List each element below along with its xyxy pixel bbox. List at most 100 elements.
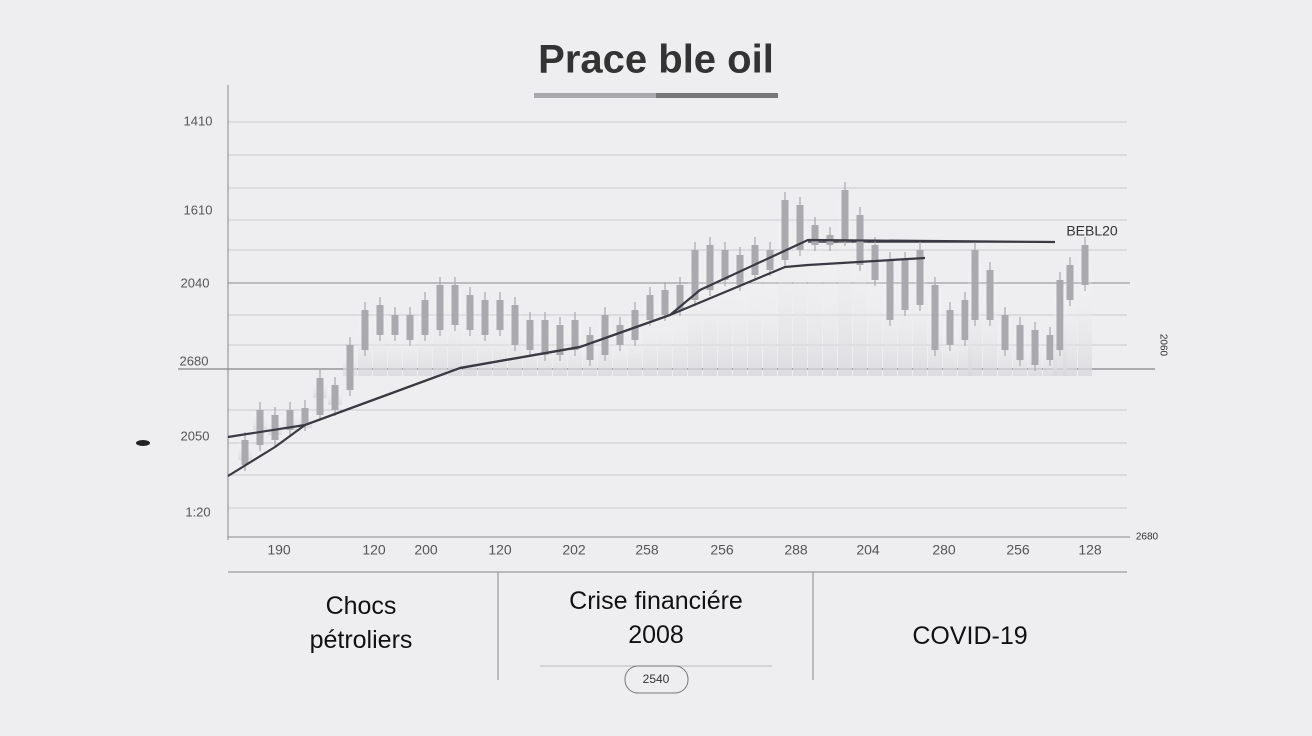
candle-body: [1016, 325, 1024, 360]
candle-body: [811, 225, 819, 245]
candle-body: [451, 285, 459, 325]
candle-body: [1081, 245, 1089, 285]
candle-body: [316, 378, 324, 415]
candle-body: [646, 295, 654, 320]
candle-body: [301, 408, 309, 425]
x-tick-label: 204: [856, 542, 880, 558]
x-tick-label: 190: [267, 542, 291, 558]
x-tick-label: 120: [362, 542, 386, 558]
period-label-line: pétroliers: [310, 626, 413, 654]
candle-body: [496, 300, 504, 330]
candle-body: [346, 345, 354, 390]
candle-body: [706, 245, 714, 290]
candle-body: [421, 300, 429, 335]
x-tick-label: 256: [1006, 542, 1030, 558]
candle-body: [871, 245, 879, 280]
x-tick-label: 202: [562, 542, 586, 558]
candle-body: [961, 300, 969, 340]
candle-body: [781, 200, 789, 260]
candle-body: [586, 335, 594, 360]
candle-shadow: [808, 225, 822, 376]
candle-body: [556, 325, 564, 355]
candle-shadow: [718, 250, 732, 376]
candle-body: [376, 305, 384, 335]
y-tick-label: 2040: [181, 275, 210, 290]
candle-body: [691, 250, 699, 300]
candle-body: [971, 250, 979, 320]
period-label-line: Chocs: [326, 592, 397, 620]
candle-body: [256, 410, 264, 445]
corner-label: 2680: [1136, 532, 1159, 543]
x-tick-label: 200: [414, 542, 438, 558]
candle-body: [466, 295, 474, 330]
candle-body: [511, 305, 519, 345]
candle-body: [571, 320, 579, 350]
title-underline: [534, 93, 656, 98]
candle-body: [841, 190, 849, 240]
candle-body: [481, 300, 489, 335]
x-tick-label: 256: [710, 542, 734, 558]
candle-body: [931, 285, 939, 350]
candle-shadow: [763, 250, 777, 376]
price-line: [227, 238, 1056, 439]
candle-body: [286, 410, 294, 430]
period-label-line: Crise financiére: [569, 587, 743, 615]
candle-body: [1001, 315, 1009, 350]
candle-shadow: [823, 235, 837, 376]
x-tick-label: 120: [488, 542, 512, 558]
badge: [624, 665, 689, 694]
y-axis-labels: 1410 1610 2040 2680 2050 1:20: [180, 113, 213, 519]
candle-body: [1066, 265, 1074, 300]
y-tick-label: 1410: [184, 113, 213, 128]
candle-body: [916, 250, 924, 305]
period-label-line: 2008: [628, 621, 684, 649]
candle-body: [391, 315, 399, 335]
period-label: Crise financiére 2008: [569, 587, 743, 649]
candle-body: [721, 250, 729, 280]
candle-body: [1056, 280, 1064, 350]
candle-body: [946, 310, 954, 345]
period-label: COVID-19: [912, 622, 1027, 650]
candle-body: [901, 260, 909, 310]
candle-body: [676, 285, 684, 310]
y-tick-label: 1:20: [185, 504, 210, 519]
period-label: Chocs pétroliers: [310, 592, 413, 654]
candle-body: [766, 250, 774, 270]
axis-marker: [136, 440, 150, 446]
plot: [227, 182, 1092, 477]
annotation: BEBL20: [1066, 223, 1118, 239]
candle-body: [661, 290, 669, 315]
chart-title: Prace ble oil: [538, 38, 774, 82]
title-underline: [656, 93, 778, 98]
candle-body: [986, 270, 994, 320]
x-tick-label: 280: [932, 542, 956, 558]
candle-body: [241, 440, 249, 465]
x-tick-label: 128: [1078, 542, 1102, 558]
side-label: 2060: [1157, 334, 1168, 357]
candle-body: [631, 310, 639, 340]
candle-body: [406, 315, 414, 340]
candle-body: [526, 320, 534, 350]
candle-body: [1046, 335, 1054, 360]
candle-body: [1031, 330, 1039, 365]
candle-body: [361, 310, 369, 350]
candle-body: [601, 315, 609, 355]
badge-label: 2540: [643, 672, 670, 686]
candle-body: [796, 205, 804, 250]
candle-body: [886, 260, 894, 320]
candle-body: [736, 255, 744, 285]
y-tick-label: 2680: [180, 353, 209, 368]
x-tick-label: 288: [784, 542, 808, 558]
periods: Chocs pétroliers Crise financiére 2008 COVID…: [310, 587, 1028, 654]
candle-body: [331, 385, 339, 410]
period-label-line: COVID-19: [912, 622, 1027, 650]
candle-body: [436, 285, 444, 330]
candle-body: [616, 325, 624, 345]
candle-body: [271, 415, 279, 440]
y-tick-label: 1610: [184, 202, 213, 217]
candle-body: [541, 320, 549, 355]
candle-body: [751, 245, 759, 275]
x-tick-label: 258: [635, 542, 659, 558]
y-tick-label: 2050: [181, 428, 210, 443]
